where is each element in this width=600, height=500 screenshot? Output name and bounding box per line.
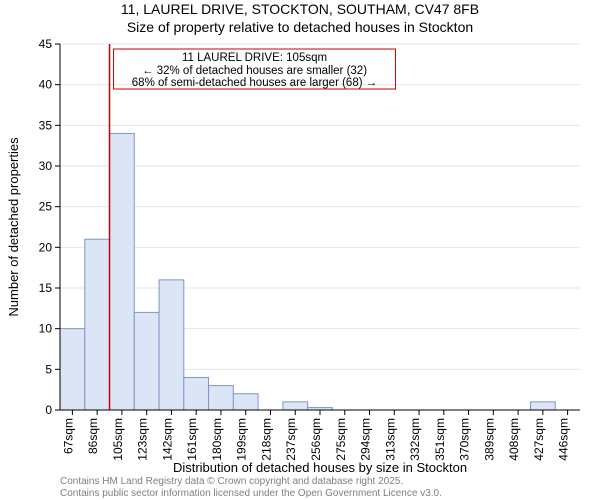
histogram-chart: 11, LAUREL DRIVE, STOCKTON, SOUTHAM, CV4… (0, 0, 600, 500)
histogram-bar (110, 133, 135, 410)
y-tick-label: 20 (39, 240, 53, 254)
y-tick-label: 10 (39, 322, 53, 336)
footer-line2: Contains public sector information licen… (60, 488, 442, 499)
x-tick-label: 408sqm (507, 418, 521, 461)
x-tick-label: 275sqm (334, 418, 348, 461)
x-tick-label: 105sqm (111, 418, 125, 461)
annotation-line1: 11 LAUREL DRIVE: 105sqm (182, 52, 327, 64)
histogram-bar (85, 239, 110, 410)
annotation-line3: 68% of semi-detached houses are larger (… (132, 77, 377, 89)
y-tick-label: 45 (39, 37, 53, 51)
histogram-bar (60, 329, 85, 410)
histogram-bar (233, 394, 258, 410)
x-tick-label: 86sqm (86, 418, 100, 454)
histogram-bar (134, 312, 159, 410)
chart-title-line2: Size of property relative to detached ho… (127, 19, 473, 35)
x-tick-label: 370sqm (458, 418, 472, 461)
y-tick-label: 40 (39, 78, 53, 92)
x-tick-label: 67sqm (61, 418, 75, 454)
y-tick-label: 5 (45, 362, 52, 376)
x-tick-label: 294sqm (359, 418, 373, 461)
histogram-bar (184, 377, 209, 410)
x-tick-label: 446sqm (557, 418, 571, 461)
x-tick-label: 351sqm (433, 418, 447, 461)
y-tick-label: 30 (39, 159, 53, 173)
histogram-bar (283, 402, 308, 410)
y-axis-label: Number of detached properties (6, 137, 21, 317)
chart-title-line1: 11, LAUREL DRIVE, STOCKTON, SOUTHAM, CV4… (121, 1, 479, 17)
histogram-bar (209, 386, 234, 410)
y-tick-label: 0 (45, 403, 52, 417)
x-tick-label: 180sqm (210, 418, 224, 461)
x-tick-label: 427sqm (532, 418, 546, 461)
annotation-line2: ← 32% of detached houses are smaller (32… (142, 65, 367, 77)
x-tick-label: 161sqm (185, 418, 199, 461)
x-tick-label: 389sqm (482, 418, 496, 461)
x-tick-label: 332sqm (408, 418, 422, 461)
x-axis-label: Distribution of detached houses by size … (173, 460, 467, 475)
y-tick-label: 25 (39, 200, 53, 214)
x-tick-label: 142sqm (160, 418, 174, 461)
histogram-bar (159, 280, 184, 410)
x-tick-label: 313sqm (383, 418, 397, 461)
x-tick-label: 199sqm (235, 418, 249, 461)
x-tick-label: 123sqm (136, 418, 150, 461)
footer-line1: Contains HM Land Registry data © Crown c… (60, 476, 403, 487)
y-tick-label: 15 (39, 281, 53, 295)
histogram-bar (530, 402, 555, 410)
x-tick-label: 256sqm (309, 418, 323, 461)
x-tick-label: 218sqm (259, 418, 273, 461)
x-tick-label: 237sqm (284, 418, 298, 461)
y-tick-label: 35 (39, 118, 53, 132)
